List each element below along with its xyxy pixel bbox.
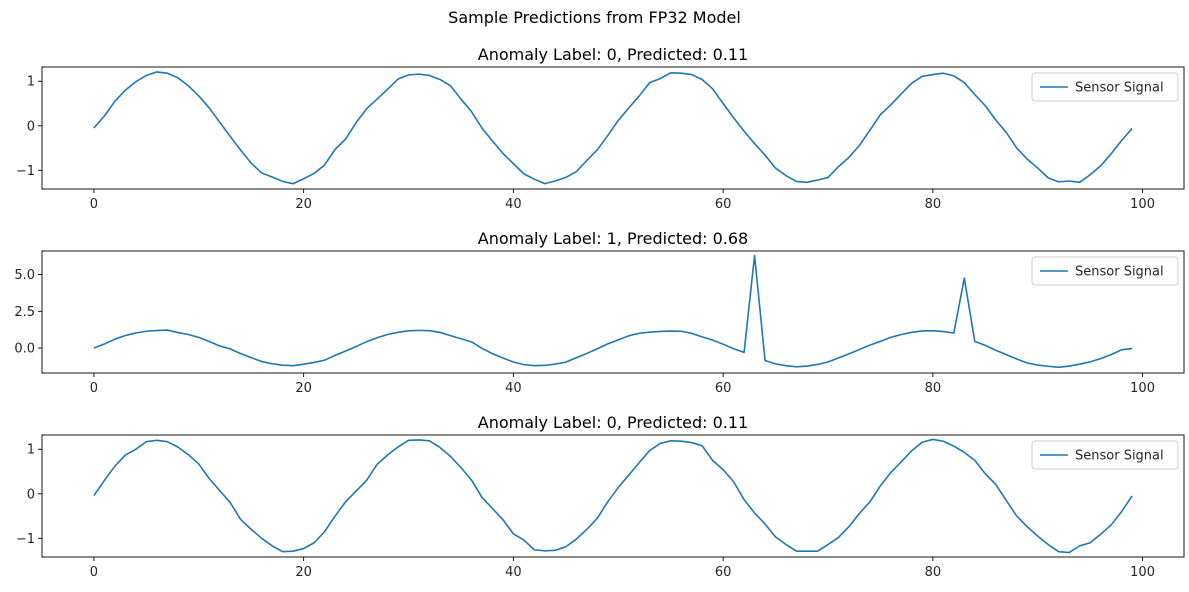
legend-box	[1031, 72, 1179, 102]
x-tick-label: 40	[505, 381, 522, 396]
subplot-3: Anomaly Label: 0, Predicted: 0.11 0 20 40 60…	[16, 413, 1185, 580]
x-tick-label: 20	[295, 565, 312, 580]
y-tick-label: 0	[27, 487, 35, 502]
series-line-sensor-signal	[93, 254, 1133, 369]
legend-label: Sensor Signal	[1075, 81, 1164, 96]
y-tick-label: 5.0	[14, 268, 35, 283]
x-tick-label: 40	[505, 565, 522, 580]
subplot-2: Anomaly Label: 1, Predicted: 0.68 0 20 40 60…	[14, 229, 1185, 396]
y-tick-label: −1	[16, 532, 35, 547]
y-tick-label: 0.0	[14, 342, 35, 357]
subplot-1: Anomaly Label: 0, Predicted: 0.11 0 20 40 60…	[16, 45, 1185, 212]
legend: Sensor Signal	[1031, 440, 1179, 470]
x-tick-label: 20	[295, 197, 312, 212]
y-tick-label: 0	[27, 119, 35, 134]
x-tick-label: 100	[1130, 565, 1155, 580]
legend-box	[1031, 440, 1179, 470]
x-tick-label: 0	[90, 565, 98, 580]
legend-box	[1031, 256, 1179, 286]
legend-label: Sensor Signal	[1075, 265, 1164, 280]
y-tick-label: 1	[27, 443, 35, 458]
subplot-title: Anomaly Label: 0, Predicted: 0.11	[478, 413, 748, 432]
subplot-title: Anomaly Label: 0, Predicted: 0.11	[478, 45, 748, 64]
x-tick-label: 60	[715, 197, 732, 212]
x-tick-label: 0	[90, 197, 98, 212]
axes-frame	[41, 250, 1185, 374]
x-tick-label: 80	[925, 381, 942, 396]
subplot-title: Anomaly Label: 1, Predicted: 0.68	[478, 229, 748, 248]
x-tick-label: 60	[715, 381, 732, 396]
y-tick-label: 1	[27, 75, 35, 90]
legend: Sensor Signal	[1031, 72, 1179, 102]
legend-label: Sensor Signal	[1075, 449, 1164, 464]
x-tick-label: 40	[505, 197, 522, 212]
axes-frame	[41, 66, 1185, 190]
x-tick-label: 100	[1130, 197, 1155, 212]
figure-suptitle: Sample Predictions from FP32 Model	[448, 8, 741, 27]
x-tick-label: 20	[295, 381, 312, 396]
x-tick-label: 80	[925, 197, 942, 212]
x-tick-label: 60	[715, 565, 732, 580]
legend: Sensor Signal	[1031, 256, 1179, 286]
y-tick-label: −1	[16, 164, 35, 179]
x-tick-label: 80	[925, 565, 942, 580]
axes-frame	[41, 434, 1185, 558]
subplots: Anomaly Label: 0, Predicted: 0.11 0 20 40 60…	[14, 45, 1185, 580]
series-line-sensor-signal	[93, 438, 1133, 554]
x-tick-label: 100	[1130, 381, 1155, 396]
series-line-sensor-signal	[93, 71, 1133, 185]
x-tick-label: 0	[90, 381, 98, 396]
y-tick-label: 2.5	[14, 305, 35, 320]
